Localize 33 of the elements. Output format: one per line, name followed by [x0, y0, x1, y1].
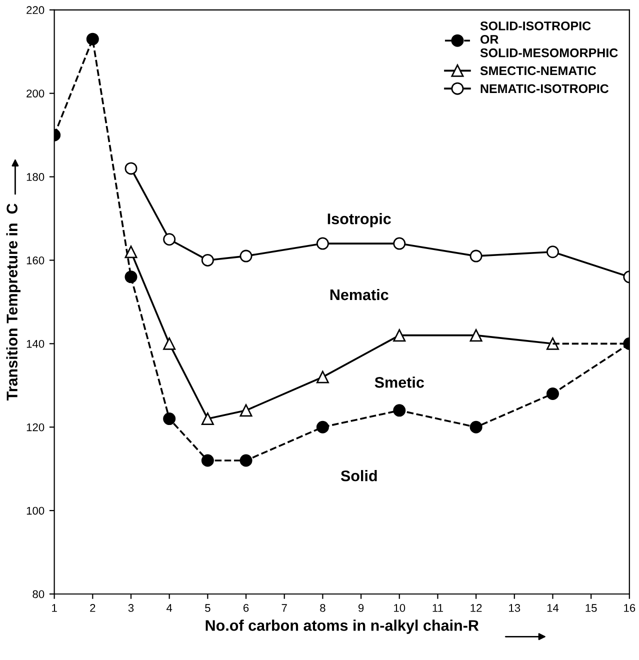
annotation: Isotropic — [328, 213, 391, 228]
x-tick-label: 15 — [586, 604, 597, 612]
x-tick-label: 2 — [90, 604, 96, 612]
annotation: Nematic — [330, 288, 388, 300]
y-tick-label: 160 — [26, 256, 44, 264]
x-tick-label: 5 — [205, 604, 210, 612]
x-tick-label: 13 — [509, 604, 520, 612]
x-tick-label: 4 — [166, 604, 172, 612]
legend-label: SMECTIC-NEMATIC — [480, 66, 596, 76]
y-axis-title: Transition Tempreture in C — [6, 204, 20, 401]
x-tick-label: 8 — [320, 604, 326, 612]
y-tick-label: 120 — [26, 423, 44, 432]
y-tick-label: 140 — [26, 340, 44, 348]
y-tick-label: 80 — [32, 590, 44, 598]
x-tick-label: 12 — [470, 604, 482, 612]
y-tick-label: 180 — [26, 173, 44, 181]
y-tick-label: 220 — [26, 6, 44, 14]
x-tick-label: 1 — [52, 604, 57, 612]
y-tick-label: 100 — [26, 506, 44, 515]
x-tick-label: 3 — [128, 604, 134, 612]
x-tick-label: 16 — [624, 604, 636, 612]
x-tick-label: 10 — [394, 604, 406, 612]
annotation: Smetic — [374, 376, 424, 388]
x-axis-title: No.of carbon atoms in n-alkyl chain-R — [206, 620, 479, 634]
annotation: Solid — [340, 470, 377, 482]
legend-label: SOLID-ISOTROPIC OR SOLID-MESOMORPHIC — [480, 21, 618, 58]
x-tick-label: 14 — [547, 604, 559, 612]
x-tick-label: 9 — [358, 604, 364, 612]
x-tick-label: 7 — [282, 604, 287, 612]
x-tick-label: 11 — [432, 604, 443, 612]
y-tick-label: 200 — [26, 90, 44, 98]
x-tick-label: 6 — [243, 604, 249, 612]
legend-label: NEMATIC-ISOTROPIC — [480, 84, 609, 94]
